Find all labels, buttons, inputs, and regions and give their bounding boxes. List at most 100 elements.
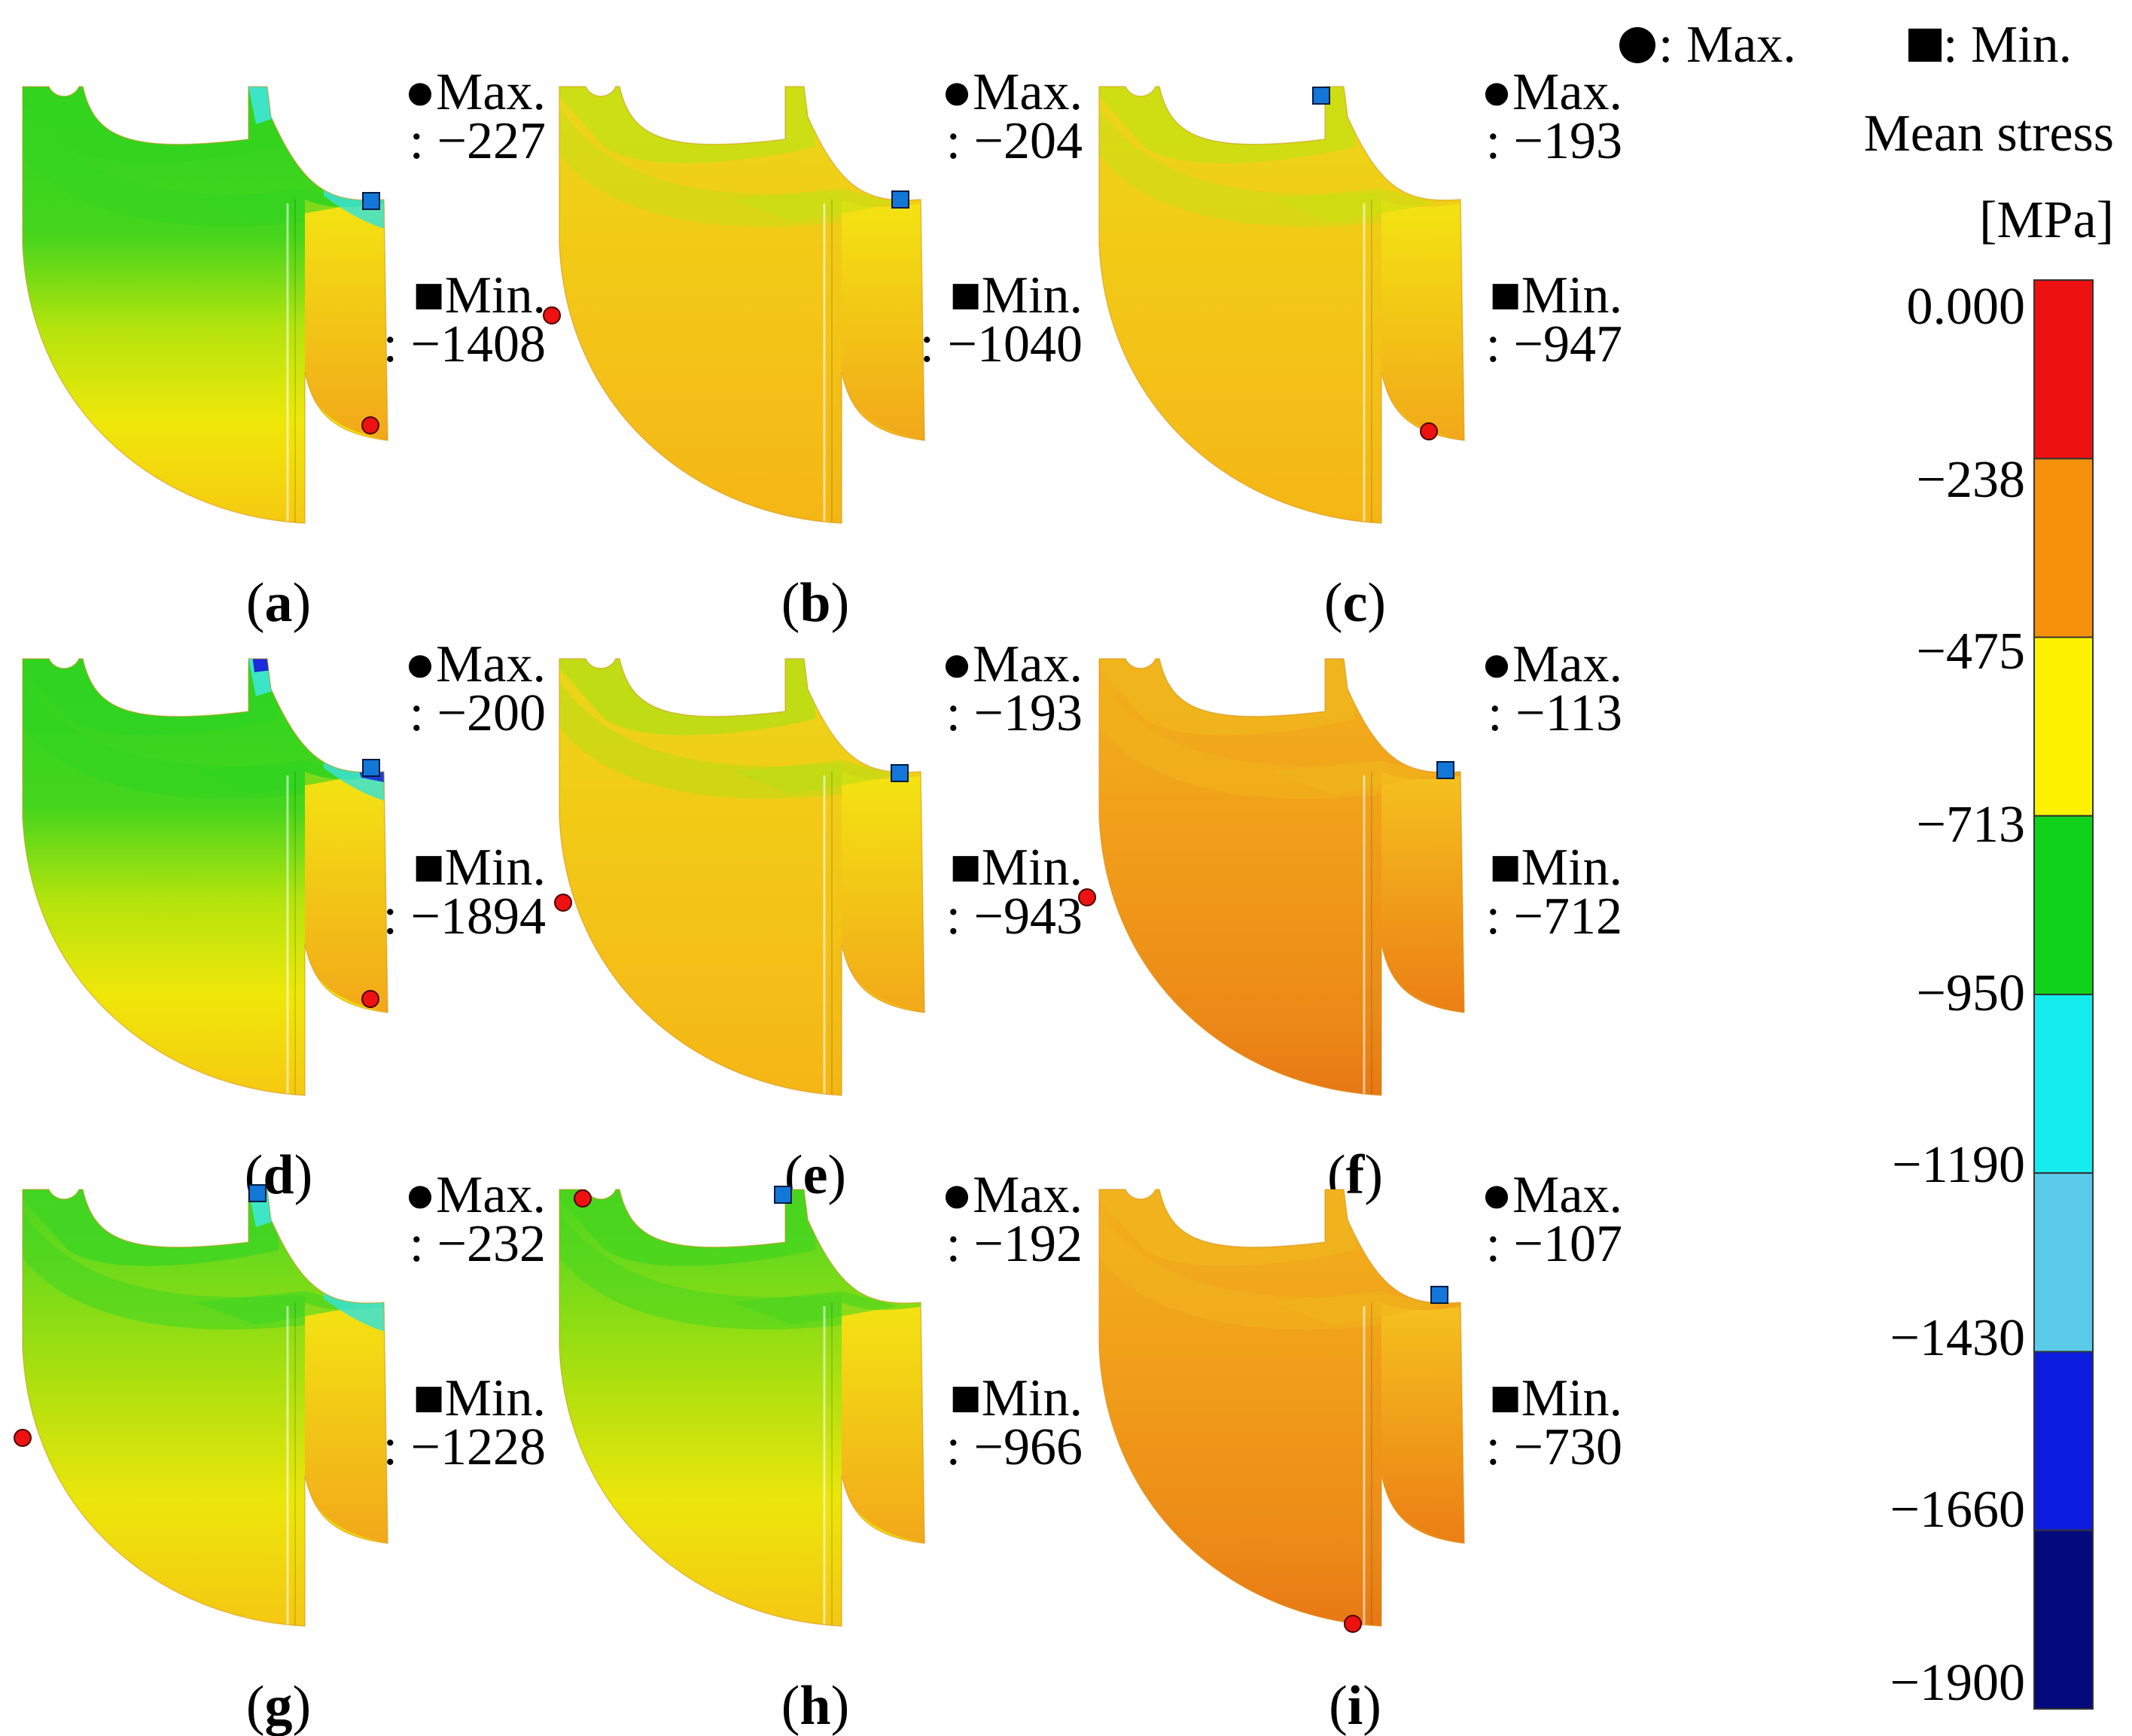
max-marker-icon: [14, 1429, 32, 1447]
max-marker-icon: [1344, 1615, 1362, 1633]
legend-min-label: : Min.: [1943, 16, 2072, 74]
stress-panel-i: ●Max.: −107 ■Min.: −730 (i): [1098, 1166, 1622, 1736]
max-marker-icon: [574, 1189, 592, 1208]
min-label: ■Min.: [950, 266, 1083, 324]
stress-panel-c: ●Max.: −193 ■Min.: −947 (c): [1098, 63, 1622, 634]
max-marker-icon: [543, 306, 561, 324]
max-label: ●Max.: [941, 1166, 1083, 1224]
min-label: ■Min.: [413, 1369, 546, 1427]
min-value: : −1228: [383, 1418, 546, 1476]
min-marker-icon: [248, 1184, 266, 1202]
stress-panel-b: ●Max.: −204 ■Min.: −1040 (b): [543, 63, 1083, 634]
min-marker-icon: [891, 190, 909, 209]
panel-caption: (a): [246, 572, 311, 634]
min-label: ■Min.: [413, 266, 546, 324]
max-label: ●Max.: [941, 635, 1083, 693]
max-value: : −232: [410, 1215, 546, 1273]
colorbar-tick-label: −1430: [1890, 1309, 2025, 1367]
colorbar-band: [2033, 636, 2094, 817]
segment-body: [559, 659, 924, 1095]
max-marker-icon: [361, 990, 379, 1008]
min-label: ■Min.: [1490, 1369, 1622, 1427]
min-value: : −730: [1486, 1418, 1622, 1476]
min-label: ■Min.: [413, 839, 546, 897]
min-value: : −1894: [383, 888, 546, 946]
colorbar-band: [2033, 1172, 2094, 1353]
colorbar-band: [2033, 1351, 2094, 1531]
colorbar-tick-label: −713: [1917, 796, 2025, 854]
max-label: ●Max.: [404, 635, 546, 693]
segment-body: [23, 87, 388, 523]
min-value: : −712: [1486, 888, 1622, 946]
panel-caption: (f): [1327, 1144, 1383, 1206]
colorbar-tick-label: −1190: [1892, 1136, 2025, 1194]
max-label: ●Max.: [1481, 1166, 1622, 1224]
min-marker-icon: [1436, 761, 1454, 779]
max-label: ●Max.: [1481, 63, 1622, 121]
min-value: : −966: [946, 1418, 1083, 1476]
max-marker-icon: [1078, 888, 1096, 906]
max-value: : −107: [1486, 1215, 1622, 1273]
panel-caption: (b): [781, 572, 849, 634]
colorbar-band: [2033, 994, 2094, 1174]
min-label: ■Min.: [950, 839, 1083, 897]
max-marker-icon: [1420, 422, 1438, 440]
colorbar-band: [2033, 458, 2094, 638]
colorbar-band: [2033, 1529, 2094, 1710]
min-marker-icon: [1430, 1286, 1448, 1304]
colorbar-ticks: 0.000 −238 −475 −713 −950 −1190 −1430 −1660 −190…: [1890, 278, 2025, 1712]
min-value: : −943: [946, 888, 1083, 946]
stress-panel-d: ●Max.: −200■Min.: −1894(d): [22, 635, 546, 1206]
min-value: : −1408: [383, 315, 546, 373]
segment-body: [23, 659, 388, 1095]
min-symbol-icon: [1908, 29, 1942, 62]
panel-caption: (c): [1324, 572, 1386, 634]
colorbar: [2033, 279, 2094, 1710]
colorbar-tick-label: −238: [1917, 451, 2025, 509]
max-value: : −200: [410, 684, 546, 742]
legend-unit: [MPa]: [1979, 191, 2114, 249]
segment-body: [559, 1189, 924, 1626]
colorbar-tick-label: 0.000: [1907, 278, 2026, 336]
min-value: : −947: [1486, 315, 1622, 373]
panel-caption: (i): [1329, 1675, 1381, 1736]
segment-body: [23, 1189, 388, 1626]
segment-body: [1099, 659, 1464, 1095]
legend-max-label: : Max.: [1658, 16, 1796, 74]
colorbar-tick-label: −1900: [1890, 1654, 2025, 1712]
min-label: ■Min.: [1490, 266, 1622, 324]
min-marker-icon: [891, 764, 909, 782]
colorbar-tick-label: −950: [1917, 964, 2025, 1022]
min-marker-icon: [774, 1186, 792, 1204]
min-marker-icon: [362, 192, 380, 210]
stress-panel-h: ●Max.: −192 ■Min.: −966 (h): [559, 1166, 1083, 1736]
min-marker-icon: [1312, 87, 1330, 105]
panel-caption: (e): [784, 1144, 846, 1206]
min-value: : −1040: [920, 315, 1083, 373]
stress-panel-g: ●Max.: −232 ■Min.: −1228 (g): [14, 1166, 546, 1736]
stress-panel-a: ●Max.: −227 ■Min.: −1408 (a): [22, 63, 546, 634]
max-label: ●Max.: [404, 1166, 546, 1224]
max-value: : −193: [946, 684, 1083, 742]
max-value: : −113: [1488, 684, 1622, 742]
colorbar-tick-label: −1660: [1890, 1481, 2025, 1539]
min-label: ■Min.: [950, 1369, 1083, 1427]
max-label: ●Max.: [941, 63, 1083, 121]
max-marker-icon: [361, 416, 379, 434]
stress-panel-e: ●Max.: −193 ■Min.: −943 (e): [554, 635, 1083, 1206]
legend: : Max. : Min. Mean stress [MPa] 0.000 −23…: [1619, 16, 2114, 1712]
legend-title: Mean stress: [1864, 105, 2114, 163]
min-marker-icon: [362, 759, 380, 777]
segment-body: [1099, 1189, 1464, 1626]
stress-panel-f: ●Max.: −113 ■Min.: −712 (f): [1078, 635, 1622, 1206]
colorbar-band: [2033, 815, 2094, 995]
segment-body: [1099, 87, 1464, 523]
max-symbol-icon: [1619, 27, 1655, 63]
panel-caption: (g): [246, 1675, 311, 1736]
min-label: ■Min.: [1490, 839, 1622, 897]
max-value: : −227: [410, 112, 546, 170]
max-label: ●Max.: [404, 63, 546, 121]
max-value: : −204: [946, 112, 1083, 170]
max-value: : −193: [1486, 112, 1622, 170]
